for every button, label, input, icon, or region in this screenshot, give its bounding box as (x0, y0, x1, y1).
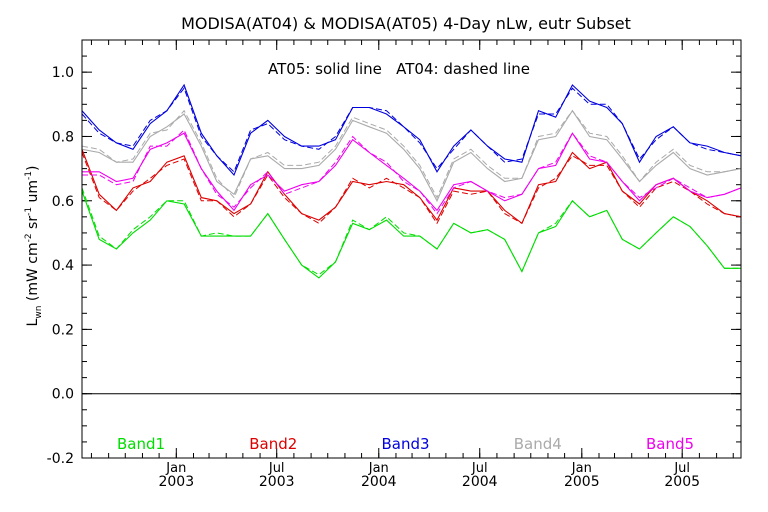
band4-legend-label: Band4 (514, 435, 562, 453)
x-tick-label-year: 2004 (462, 474, 498, 490)
legend: Band1 Band2 Band3 Band4 Band5 (117, 435, 694, 453)
x-tick-label-year: 2003 (158, 474, 194, 490)
band2-at04-line (81, 152, 742, 225)
band4-at04-line (81, 109, 742, 199)
chart-title: MODISA(AT04) & MODISA(AT05) 4-Day nLw, e… (181, 14, 631, 33)
x-tick-label-month: Jul (268, 461, 285, 476)
series-lines (81, 83, 742, 279)
x-tick-label-year: 2004 (361, 474, 397, 490)
x-tick-label-year: 2005 (664, 474, 700, 490)
x-tick-label-month: Jan (571, 461, 592, 476)
y-tick-label: 0.0 (52, 387, 74, 403)
band2-legend-label: Band2 (249, 435, 297, 453)
y-tick-label: 1.0 (52, 65, 74, 81)
band2-at05-line (81, 149, 742, 225)
x-tick-label-month: Jul (471, 461, 488, 476)
axis-ticks: -0.20.00.20.40.60.81.0Jan2003Jul2003Jan2… (47, 39, 741, 490)
svg-text:Lwn (mW cm-2 sr-1 um-1): Lwn (mW cm-2 sr-1 um-1) (24, 166, 44, 327)
y-tick-label: 0.4 (52, 258, 74, 274)
y-tick-label: 0.6 (52, 194, 74, 210)
band4-at05-line (81, 109, 742, 203)
y-tick-label: 0.8 (52, 129, 74, 145)
band5-legend-label: Band5 (646, 435, 694, 453)
plot-frame (81, 39, 742, 459)
chart-annotation: AT05: solid line AT04: dashed line (268, 60, 530, 78)
band3-legend-label: Band3 (381, 435, 429, 453)
y-axis-label: Lwn (mW cm-2 sr-1 um-1) (24, 166, 44, 327)
x-tick-label-year: 2003 (259, 474, 295, 490)
y-tick-label: -0.2 (47, 451, 74, 467)
band3-at04-line (81, 87, 742, 173)
band1-legend-label: Band1 (117, 435, 165, 453)
x-tick-label-month: Jan (368, 461, 389, 476)
band1-at05-line (81, 190, 741, 279)
band5-at04-line (82, 129, 742, 215)
band5-at05-line (82, 132, 742, 212)
y-tick-label: 0.2 (52, 322, 74, 338)
x-tick-label-year: 2005 (564, 474, 600, 490)
band3-at05-line (81, 83, 742, 177)
x-tick-label-month: Jan (165, 461, 186, 476)
x-tick-label-month: Jul (673, 461, 690, 476)
